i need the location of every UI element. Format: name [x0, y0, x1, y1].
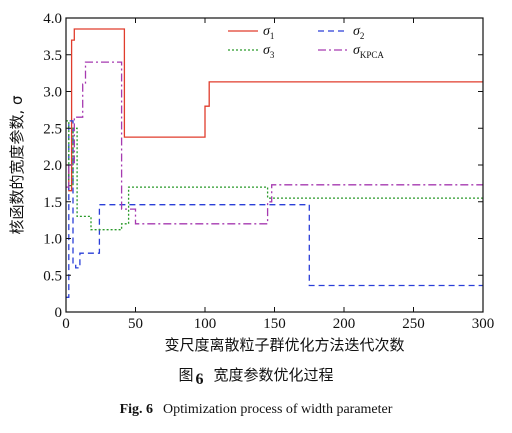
legend: σ1 σ2 σ3 σKPCA: [228, 24, 384, 60]
y-tick-label: 3.5: [43, 48, 62, 64]
legend-subscript-2: 2: [360, 31, 365, 41]
y-tick-label: 4.0: [43, 11, 62, 27]
y-axis-label: 核函数的宽度参数, σ: [8, 95, 26, 235]
legend-label-1: σ1: [263, 24, 274, 41]
x-tick-label: 200: [333, 316, 356, 332]
x-tick-label: 150: [263, 316, 286, 332]
x-tick-label: 250: [402, 316, 425, 332]
caption-fig-number: 6: [195, 371, 204, 388]
axis-ticks: 0 50 100 150 200 250 300 0 0.5 1.0 1.5 2.0 2.5 3.0 3.5…: [43, 11, 494, 332]
legend-label-2: σ2: [353, 24, 364, 41]
legend-subscript-3: 3: [270, 50, 275, 60]
series-line-1: [66, 28, 483, 192]
x-axis-label: 变尺度离散粒子群优化方法迭代次数: [164, 336, 404, 354]
series-line-4: [66, 61, 483, 225]
x-tick-label: 300: [472, 316, 495, 332]
x-tick-label: 50: [128, 316, 143, 332]
caption-fig-prefix: 图: [178, 366, 194, 384]
plot-frame: [65, 17, 484, 313]
y-tick-label: 0.5: [43, 268, 62, 284]
x-tick-label: 0: [62, 316, 70, 332]
caption-fig-label-en: Fig. 6: [119, 402, 154, 417]
caption-title-cn: 宽度参数优化过程: [213, 366, 334, 384]
y-tick-label: 1.5: [43, 195, 62, 211]
x-tick-label: 100: [194, 316, 217, 332]
y-tick-label: 0: [55, 305, 63, 321]
chart: 0 50 100 150 200 250 300 0 0.5 1.0 1.5 2.0 2.5 3.0 3.5…: [8, 11, 494, 354]
y-tick-label: 2.5: [43, 121, 62, 137]
legend-subscript-4: KPCA: [360, 50, 385, 60]
legend-label-4: σKPCA: [353, 43, 384, 60]
y-tick-label: 2.0: [43, 158, 62, 174]
caption-english: Fig. 6 Optimization process of width para…: [0, 402, 512, 418]
y-tick-label: 3.0: [43, 85, 62, 101]
legend-subscript-1: 1: [270, 31, 275, 41]
plot-series-group: [66, 28, 483, 298]
series-line-2: [66, 120, 483, 298]
caption-title-en: Optimization process of width parameter: [163, 402, 393, 417]
caption-chinese: 图 6 宽度参数优化过程: [0, 364, 512, 388]
series-line-3: [66, 120, 483, 231]
y-tick-label: 1.0: [43, 232, 62, 248]
legend-label-3: σ3: [263, 43, 275, 60]
